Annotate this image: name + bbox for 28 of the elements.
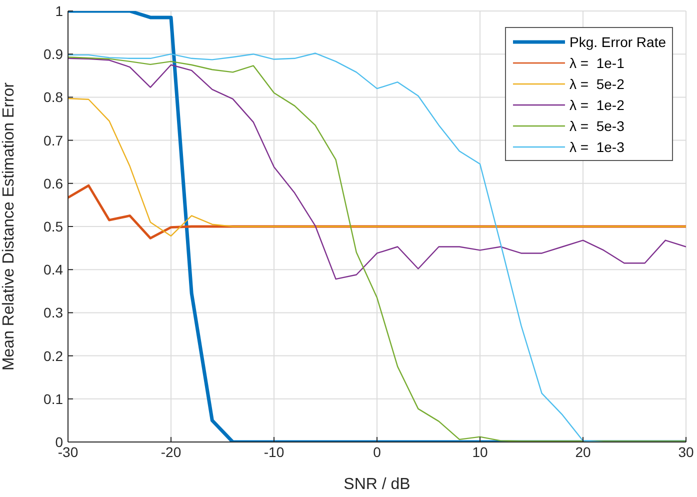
y-tick-label: 0.1 [44, 390, 64, 407]
x-tick-label: 20 [575, 444, 591, 460]
y-tick-label: 0.7 [44, 132, 64, 148]
y-tick-label: 0.2 [44, 348, 64, 364]
x-tick-label: -10 [264, 444, 284, 460]
y-tick-label: 0.6 [44, 175, 64, 192]
legend-label: λ = 1e-3 [570, 138, 624, 154]
legend-label: Pkg. Error Rate [570, 34, 666, 50]
y-tick-label: 1 [55, 2, 64, 19]
y-tick-label: 0.4 [44, 262, 64, 278]
y-tick-label: 0.8 [44, 89, 64, 106]
y-axis-title: Mean Relative Distance Estimation Error [0, 82, 18, 371]
line-series [68, 98, 686, 237]
line-series [68, 184, 686, 240]
x-tick-label: 10 [472, 444, 488, 460]
y-tick-label: 0.3 [44, 304, 64, 321]
legend-label: λ = 5e-3 [570, 118, 624, 134]
x-tick-label: 0 [373, 444, 382, 460]
x-tick-label: -20 [160, 444, 182, 460]
legend-label: λ = 5e-2 [570, 76, 624, 92]
x-axis-title: SNR / dB [344, 476, 410, 493]
y-tick-label: 0.9 [44, 46, 64, 62]
legend-label: λ = 1e-1 [570, 54, 624, 70]
x-tick-label: 30 [678, 444, 694, 460]
line-series [68, 58, 686, 280]
y-tick-label: 0 [55, 434, 64, 450]
legend-label: λ = 1e-2 [570, 96, 624, 112]
y-tick-label: 0.5 [44, 218, 64, 234]
